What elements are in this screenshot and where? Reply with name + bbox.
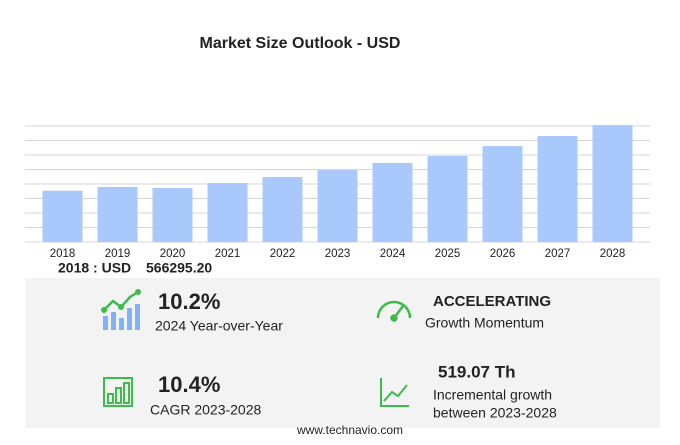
- kpi-text: between 2023-2028: [433, 405, 557, 421]
- kpi-text: CAGR 2023-2028: [150, 402, 262, 418]
- bar: [262, 177, 303, 242]
- x-tick-label: 2028: [600, 248, 626, 260]
- x-tick-label: 2027: [545, 248, 571, 260]
- bar: [42, 190, 83, 242]
- footer: www.technavio.com: [296, 423, 403, 437]
- x-tick-label: 2022: [270, 248, 296, 260]
- icon-momentum: [376, 300, 412, 322]
- icon-yoy: [101, 289, 141, 330]
- kpi-value: ACCELERATING: [433, 293, 551, 310]
- x-tick-label: 2020: [160, 248, 186, 260]
- x-tick-label: 2019: [105, 248, 131, 260]
- icon-cagr: [103, 377, 133, 407]
- chart-title: Market Size Outlook - USD: [200, 35, 401, 52]
- x-tick-label: 2025: [435, 248, 461, 260]
- x-tick-label: 2024: [380, 248, 406, 260]
- kpi-value: 10.4%: [158, 372, 220, 397]
- x-tick-label: 2018: [50, 248, 76, 260]
- bar: [317, 170, 358, 242]
- kpi-text: Growth Momentum: [425, 315, 544, 331]
- kpi-value: 519.07 Th: [438, 362, 516, 381]
- summary-label: 2018 : USD: [58, 260, 131, 276]
- bar: [372, 162, 413, 242]
- bar: [152, 187, 193, 242]
- bar: [427, 155, 468, 242]
- x-tick-label: 2021: [215, 248, 241, 260]
- bar: [537, 135, 578, 242]
- bar: [482, 146, 523, 242]
- bar: [97, 186, 138, 242]
- kpi-value: 10.2%: [158, 289, 220, 314]
- x-tick-label: 2026: [490, 248, 516, 260]
- bar: [592, 125, 633, 242]
- x-tick-label: 2023: [325, 248, 351, 260]
- kpi-text: 2024 Year-over-Year: [155, 318, 283, 334]
- kpi-text: Incremental growth: [433, 387, 552, 403]
- bar: [207, 183, 248, 242]
- summary-value: 566295.20: [146, 260, 212, 276]
- kpi-panel: [25, 278, 660, 428]
- plot-area: 2018 2019 2020 2021 2022 2023 2024 2025 2026 2027…: [25, 125, 650, 260]
- icon-incremental: [380, 378, 409, 407]
